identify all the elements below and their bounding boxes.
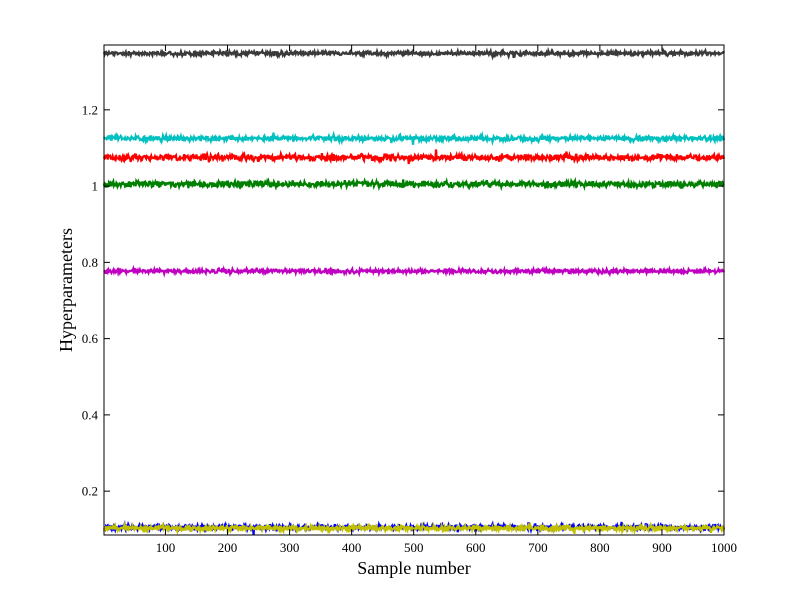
x-tick-label: 800: [590, 540, 610, 555]
y-tick-label: 0.2: [82, 484, 98, 499]
y-tick-label: 0.4: [82, 407, 99, 422]
x-tick-label: 200: [218, 540, 238, 555]
y-tick-label: 1.2: [82, 102, 98, 117]
x-tick-label: 900: [652, 540, 672, 555]
series-line-4: [102, 176, 725, 192]
series-line-3: [102, 149, 726, 165]
plot-frame: [103, 44, 725, 536]
y-tick-label: 1: [92, 179, 99, 194]
x-axis-label: Sample number: [357, 558, 470, 578]
y-axis-label: Hyperparameters: [56, 228, 76, 352]
x-tick-label: 500: [404, 540, 424, 555]
series-line-2: [102, 130, 726, 147]
x-tick-label: 700: [528, 540, 548, 555]
x-tick-label: 300: [280, 540, 300, 555]
y-tick-label: 0.6: [82, 331, 99, 346]
x-tick-label: 600: [466, 540, 486, 555]
series-line-1: [102, 46, 725, 61]
ticks-layer: 100 200 300 400 500 600 700 800 900 1000 0.2 0.4 0.6…: [82, 45, 737, 555]
series-line-5: [103, 264, 726, 278]
y-tick-label: 0.8: [82, 255, 98, 270]
series-line-7: [102, 520, 726, 536]
x-tick-label: 100: [156, 540, 176, 555]
x-tick-label: 1000: [711, 540, 737, 555]
series-layer: [102, 46, 726, 536]
x-tick-label: 400: [342, 540, 362, 555]
